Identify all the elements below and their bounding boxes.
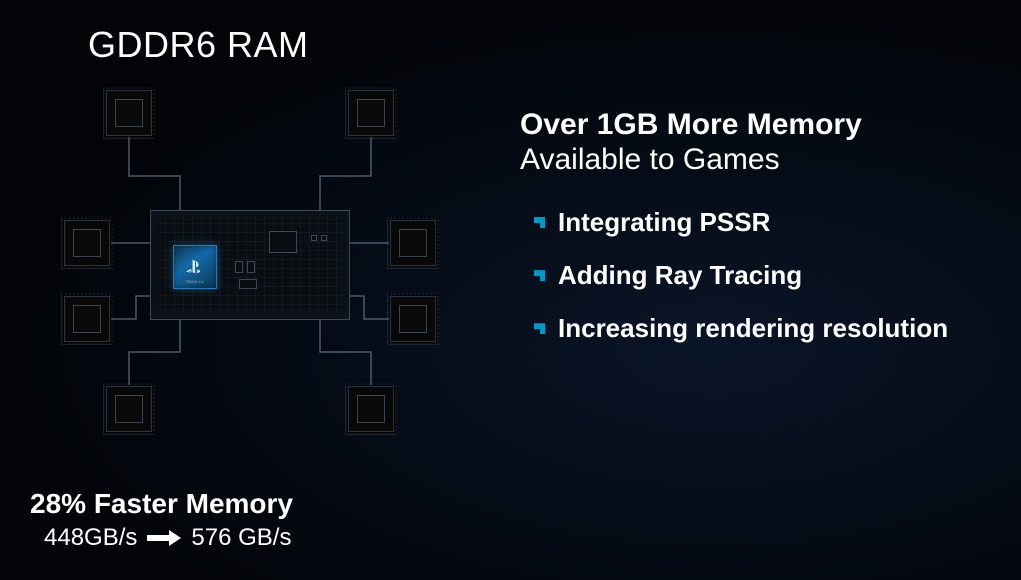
bullet-item: Integrating PSSR — [534, 205, 990, 240]
memory-chip — [390, 220, 436, 266]
footer-stats: 28% Faster Memory 448GB/s 576 GB/s — [30, 488, 293, 552]
bandwidth-to: 576 GB/s — [191, 524, 291, 552]
memory-chip — [64, 296, 110, 342]
gpu-pcb: RDNA 2.x — [150, 210, 350, 320]
bandwidth-from: 448GB/s — [44, 524, 137, 552]
headline-light: Available to Games — [520, 143, 990, 178]
memory-chip — [348, 90, 394, 136]
bullet-item: Adding Ray Tracing — [534, 258, 990, 293]
right-column: Over 1GB More Memory Available to Games … — [520, 108, 990, 364]
bullet-list: Integrating PSSR Adding Ray Tracing Incr… — [520, 205, 990, 346]
gpu-die: RDNA 2.x — [173, 245, 217, 289]
playstation-icon — [185, 257, 205, 277]
page-title: GDDR6 RAM — [88, 24, 309, 66]
memory-chip — [348, 386, 394, 432]
memory-chip — [64, 220, 110, 266]
bullet-item: Increasing rendering resolution — [534, 311, 990, 346]
headline-bold: Over 1GB More Memory — [520, 108, 990, 143]
memory-chip — [106, 386, 152, 432]
footer-values: 448GB/s 576 GB/s — [30, 524, 293, 552]
gpu-label: RDNA 2.x — [186, 279, 204, 284]
memory-chip — [106, 90, 152, 136]
footer-title: 28% Faster Memory — [30, 488, 293, 520]
arrow-icon — [147, 529, 181, 547]
memory-diagram: RDNA 2.x — [60, 80, 440, 450]
memory-chip — [390, 296, 436, 342]
